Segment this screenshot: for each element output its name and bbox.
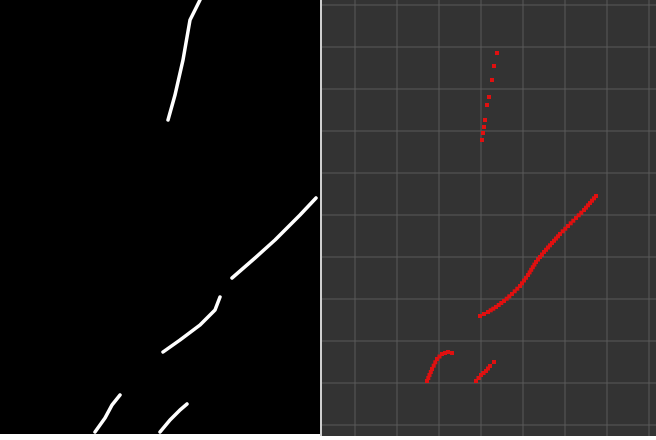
point-12 (450, 351, 454, 355)
point-2 (486, 310, 490, 314)
point-21 (530, 265, 535, 270)
point-0 (478, 314, 482, 318)
point-7 (481, 131, 485, 135)
point-32 (552, 238, 556, 243)
point-31 (550, 241, 554, 245)
point-1 (426, 376, 431, 380)
point-11 (510, 292, 514, 296)
point-34 (556, 234, 560, 239)
point-3 (481, 371, 486, 375)
point-25 (538, 255, 542, 259)
point-14 (518, 284, 522, 288)
binary-mask-panel (0, 0, 320, 434)
point-4 (491, 306, 496, 311)
point-9 (504, 296, 509, 301)
point-9 (440, 352, 444, 356)
points-lower-mid (474, 360, 496, 383)
mask-stroke-top (166, 0, 202, 122)
point-36 (560, 229, 565, 234)
point-8 (437, 354, 442, 359)
point-3 (488, 308, 493, 313)
point-19 (527, 270, 532, 275)
point-6 (488, 364, 492, 368)
point-39 (568, 221, 573, 226)
point-5 (483, 118, 487, 122)
point-3 (487, 95, 491, 99)
mask-stroke-middle (230, 196, 318, 280)
point-20 (529, 267, 534, 272)
point-38 (566, 224, 570, 228)
point-22 (532, 262, 537, 267)
point-29 (546, 245, 550, 250)
grid-canvas (322, 0, 656, 436)
point-1 (476, 376, 481, 380)
point-41 (574, 216, 578, 220)
point-10 (443, 351, 447, 355)
point-15 (520, 281, 524, 286)
point-33 (554, 236, 558, 241)
point-49 (592, 196, 596, 201)
point-28 (544, 247, 548, 252)
point-6 (433, 360, 438, 365)
point-4 (485, 103, 489, 107)
point-8 (502, 299, 506, 303)
point-46 (586, 203, 590, 208)
point-13 (515, 286, 520, 291)
points-lower-left-arc (425, 350, 454, 383)
point-3 (428, 370, 433, 374)
point-27 (542, 250, 546, 254)
point-6 (482, 125, 486, 129)
point-44 (582, 208, 586, 212)
point-1 (492, 64, 496, 68)
point-2 (490, 78, 494, 82)
point-2 (427, 373, 432, 377)
point-30 (548, 243, 552, 248)
point-26 (540, 252, 544, 257)
point-2 (479, 373, 483, 377)
point-grid-panel (322, 0, 656, 436)
point-47 (588, 201, 592, 205)
point-48 (590, 198, 594, 203)
mask-stroke-lower (161, 295, 222, 354)
point-6 (496, 303, 501, 307)
mask-stroke-bottom-mid (158, 402, 189, 434)
mask-canvas (93, 0, 318, 434)
point-35 (558, 232, 562, 236)
point-45 (584, 205, 588, 210)
points-upper-vertical (480, 51, 499, 142)
points-main-diagonal (478, 194, 598, 318)
point-43 (579, 210, 584, 215)
point-12 (512, 289, 517, 294)
point-5 (486, 366, 490, 371)
point-0 (425, 379, 429, 383)
point-1 (482, 312, 486, 316)
point-10 (507, 294, 512, 299)
point-17 (524, 275, 528, 280)
point-24 (536, 257, 540, 262)
mask-stroke-bottom-left (93, 393, 122, 434)
point-4 (430, 367, 434, 371)
point-16 (522, 278, 526, 283)
point-40 (571, 218, 576, 223)
point-7 (492, 360, 496, 364)
point-7 (435, 357, 439, 361)
point-18 (526, 273, 530, 277)
point-37 (563, 226, 568, 231)
panel-divider (320, 0, 322, 436)
point-8 (480, 138, 484, 142)
point-11 (446, 350, 450, 354)
point-23 (534, 260, 538, 264)
point-42 (576, 213, 581, 218)
point-5 (431, 363, 436, 368)
point-7 (499, 301, 504, 305)
point-50 (594, 194, 598, 198)
point-0 (474, 379, 478, 383)
point-5 (494, 305, 498, 309)
point-4 (484, 369, 488, 373)
point-0 (495, 51, 499, 55)
